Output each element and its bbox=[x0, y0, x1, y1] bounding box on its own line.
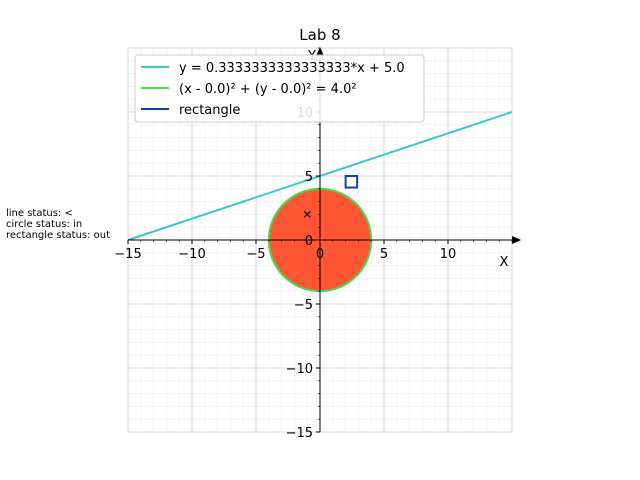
legend-label: rectangle bbox=[179, 103, 240, 118]
x-axis-arrow bbox=[512, 236, 521, 244]
x-tick-label: −10 bbox=[178, 247, 205, 262]
legend-label: (x - 0.0)² + (y - 0.0)² = 4.0² bbox=[179, 82, 357, 97]
x-tick-label: 10 bbox=[440, 247, 457, 262]
circle-status-text: circle status: in bbox=[6, 219, 83, 230]
point-marker bbox=[303, 210, 311, 218]
legend-label: y = 0.3333333333333333*x + 5.0 bbox=[179, 61, 405, 76]
y-tick-label: −10 bbox=[286, 362, 313, 377]
x-tick-label: 0 bbox=[316, 247, 324, 262]
x-tick-label: −5 bbox=[246, 247, 265, 262]
legend-box bbox=[134, 54, 425, 123]
x-axis-label: X bbox=[500, 255, 509, 270]
y-tick-label: −5 bbox=[294, 298, 313, 313]
y-tick-label: 0 bbox=[305, 234, 313, 249]
series-rectangle bbox=[344, 175, 359, 189]
rectangle-status-text: rectangle status: out bbox=[6, 230, 111, 241]
line-status-text: line status: < bbox=[6, 208, 73, 219]
y-axis-arrow bbox=[316, 47, 324, 56]
x-tick-label: 5 bbox=[380, 247, 388, 262]
y-tick-label: −15 bbox=[286, 426, 313, 441]
chart-title: Lab 8 bbox=[299, 26, 340, 44]
x-tick-label: −15 bbox=[114, 247, 141, 262]
y-tick-label: 5 bbox=[305, 170, 313, 185]
